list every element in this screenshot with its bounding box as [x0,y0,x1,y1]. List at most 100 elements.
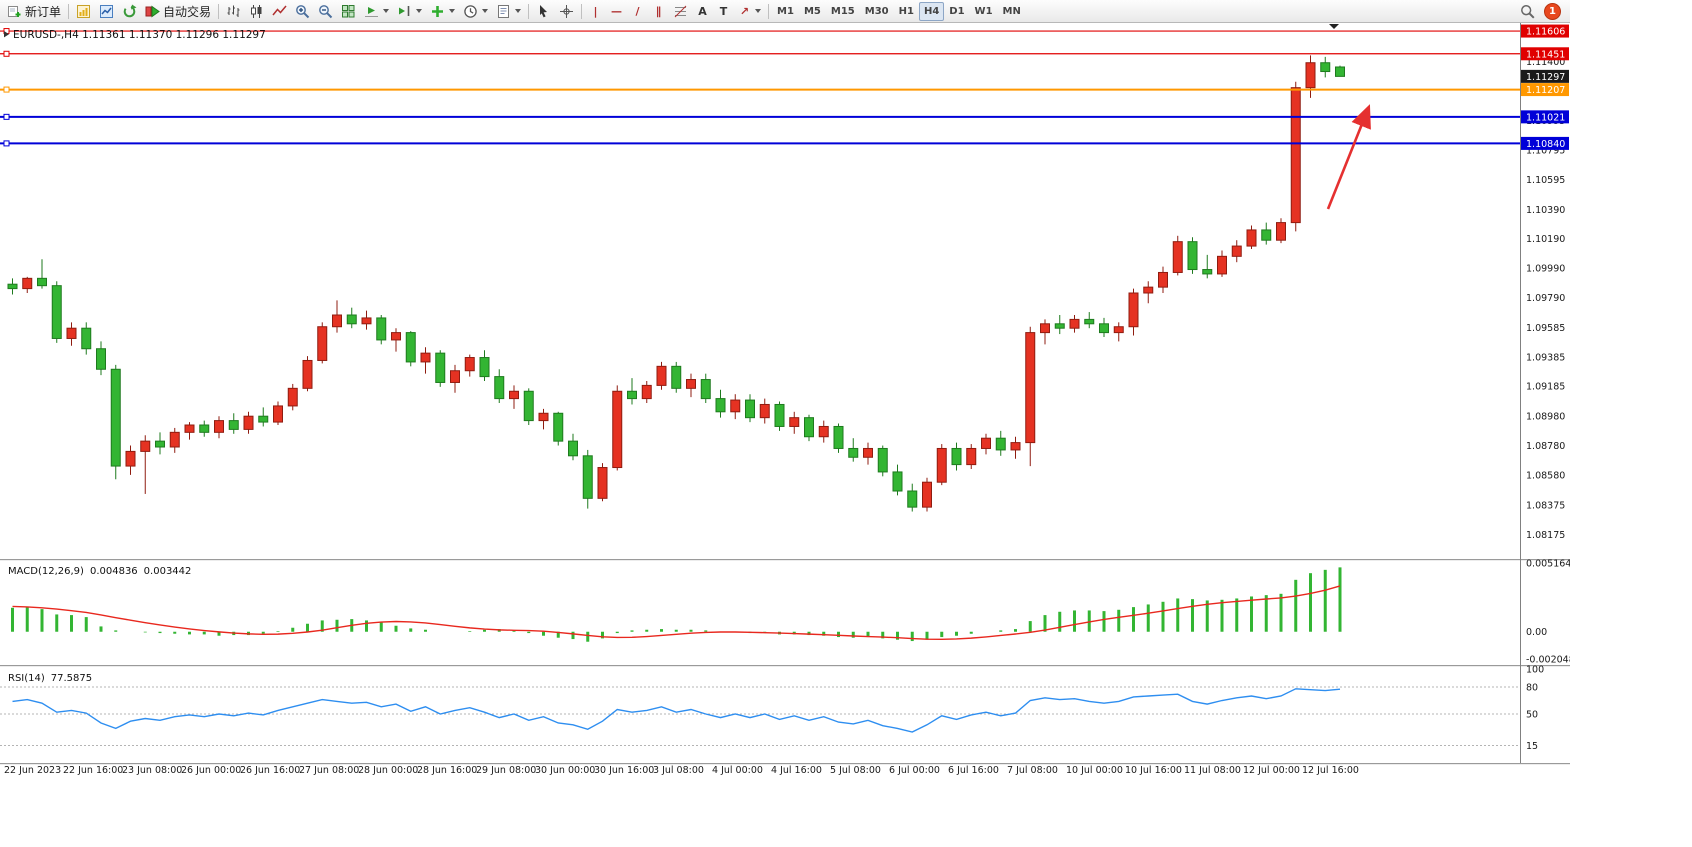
time-axis-label: 30 Jun 16:00 [594,765,654,776]
refresh-icon [122,4,137,19]
new-chart-button[interactable] [72,2,95,21]
fibonacci-tool-button[interactable] [669,2,692,21]
periods-button[interactable] [459,2,492,21]
bar-chart-button[interactable] [222,2,245,21]
zoom-out-icon [318,4,333,19]
arrow-annotation[interactable] [1326,104,1371,210]
price-line-badge [1521,47,1569,61]
timeframe-button-d1[interactable]: D1 [944,2,969,21]
auto-trading-button[interactable]: 自动交易 [141,2,215,21]
candle-body [538,412,549,422]
candle-body [1172,241,1183,273]
text-tool-button[interactable]: A [692,2,713,21]
candle-body [730,399,741,413]
timeframe-button-mn[interactable]: MN [998,2,1026,21]
time-axis-label: 10 Jul 16:00 [1125,765,1182,776]
timeframe-button-h1[interactable]: H1 [894,2,919,21]
candle-body [96,348,106,370]
candle-body [7,283,18,290]
candle-body [1128,292,1139,328]
price-line-badge-text: 1.11021 [1526,112,1565,123]
candle-body [892,471,903,492]
time-axis-label: 22 Jun 16:00 [63,765,123,776]
candle-body [37,277,47,287]
price-tick-label: 1.08375 [1526,500,1565,511]
candle-body [1040,323,1050,334]
candle-body [995,437,1006,451]
candle-body [745,399,755,419]
crosshair-button[interactable] [555,2,578,21]
refresh-button[interactable] [118,2,141,21]
candle-body [1335,66,1345,77]
macd-axis-label: 0.00 [1526,627,1547,638]
arrows-tool-button[interactable]: ↗ [734,2,765,21]
candle-body [1276,222,1286,241]
timeframe-button-w1[interactable]: W1 [970,2,998,21]
time-axis-label: 22 Jun 2023 [4,765,61,776]
horizontal-line-tool-button[interactable]: — [606,2,627,21]
timeframe-button-m15[interactable]: M15 [826,2,860,21]
toolbar-separator [68,3,70,19]
templates-icon [496,4,511,19]
auto-trading-label: 自动交易 [163,4,212,19]
price-tick-label: 1.08980 [1526,412,1565,423]
line-handle[interactable] [3,86,10,93]
timeframe-button-m30[interactable]: M30 [860,2,894,21]
toolbar-separator [581,3,583,19]
price-line-badge-text: 1.11207 [1526,85,1565,96]
vertical-line-tool-button[interactable]: | [585,2,606,21]
line-handle[interactable] [3,113,10,120]
chart-shift-marker[interactable] [1329,24,1339,29]
chart-canvas[interactable]: 1.114001.112001.109951.107951.105951.103… [0,23,1570,781]
search-icon [1520,4,1535,19]
candle-body [700,379,711,400]
label-tool-button[interactable]: T [713,2,734,21]
horizontal-line-icon: — [611,4,623,18]
candle-body [420,352,431,363]
zoom-out-button[interactable] [314,2,337,21]
line-handle[interactable] [3,140,10,147]
candle-body [391,332,401,341]
candle-body [627,390,637,400]
channel-tool-button[interactable]: ∥ [648,2,669,21]
macd-axis-label: -0.002048 [1526,655,1570,666]
candle-body [863,447,873,458]
toolbar-separator [218,3,220,19]
notification-badge[interactable]: 1 [1544,2,1561,20]
candlestick-chart-button[interactable] [245,2,268,21]
zoom-in-button[interactable] [291,2,314,21]
candle-body [332,314,342,328]
time-axis-label: 12 Jul 00:00 [1243,765,1300,776]
candle-body [966,447,977,466]
timeframe-button-m5[interactable]: M5 [799,2,826,21]
timeframe-button-h4[interactable]: H4 [918,1,945,21]
candle-body [1143,286,1154,294]
cursor-icon [536,4,551,19]
auto-scroll-button[interactable] [360,2,393,21]
trendline-tool-button[interactable]: / [627,2,648,21]
timeframe-button-m1[interactable]: M1 [772,2,799,21]
indicators-button[interactable] [426,2,459,21]
candle-body [951,447,962,466]
candle-body [597,467,608,499]
price-tick-label: 1.08175 [1526,530,1565,541]
cursor-button[interactable] [532,2,555,21]
candle-body [184,424,195,433]
price-tick-label: 1.09790 [1526,293,1565,304]
candle-body [361,317,372,325]
tile-windows-button[interactable] [337,2,360,21]
candle-body [641,384,652,400]
candle-body [833,425,844,449]
search-button[interactable] [1516,2,1539,21]
chart-shift-button[interactable] [393,2,426,21]
candle-body [1290,87,1301,224]
line-chart-button[interactable] [268,2,291,21]
candle-body [509,390,519,400]
candle-body [464,357,475,372]
line-chart-icon [272,4,287,19]
templates-button[interactable] [492,2,525,21]
new-order-button[interactable]: 新订单 [3,2,65,21]
candle-body [214,420,224,433]
profiles-button[interactable] [95,2,118,21]
line-handle[interactable] [3,50,10,57]
